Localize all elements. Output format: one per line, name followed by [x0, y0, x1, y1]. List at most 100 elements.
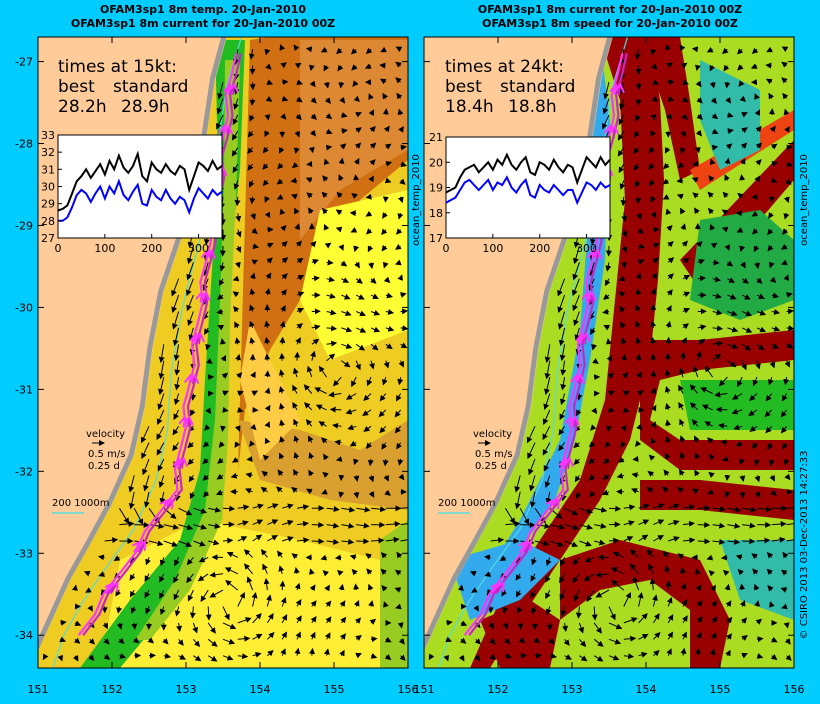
credit-label: © CSIRO 2013 03-Dec-2013 14:27:33 [799, 451, 810, 640]
x-tick-label: 155 [710, 683, 731, 696]
current-vector [193, 394, 194, 400]
inset-y-tick-label: 31 [41, 163, 55, 176]
current-vector [282, 582, 283, 591]
current-vector [771, 459, 772, 465]
current-vector [385, 459, 386, 465]
current-vector [713, 262, 719, 263]
x-tick-label: 152 [102, 683, 123, 696]
inset-x-tick-label: 300 [576, 242, 597, 255]
current-vector [134, 623, 135, 629]
inset-plot-area [58, 135, 222, 238]
inset-y-tick-label: 29 [41, 198, 55, 211]
side-label-right: ocean_temp_2010 [799, 154, 810, 246]
left-col-best: best [58, 77, 95, 97]
current-vector [356, 584, 357, 590]
current-vector [727, 82, 728, 87]
y-tick-label: -29 [15, 219, 33, 232]
left-velocity-speed: 0.5 m/s [88, 449, 125, 460]
y-tick-label: -34 [15, 629, 33, 642]
current-vector [327, 262, 333, 263]
current-vector [742, 175, 743, 180]
x-tick-label: 153 [176, 683, 197, 696]
inset-y-tick-label: 18 [429, 207, 443, 220]
current-vector [787, 311, 793, 312]
current-vector [134, 525, 149, 526]
current-vector [307, 164, 312, 165]
right-velocity-title: velocity [473, 429, 512, 440]
y-tick-label: -32 [15, 465, 33, 478]
left-title-line1: OFAM3sp1 8m temp. 20-Jan-2010 [100, 3, 306, 16]
current-vector [223, 540, 232, 541]
right-velocity-time: 0.25 d [475, 461, 507, 472]
current-vector [341, 82, 342, 87]
inset-y-tick-label: 28 [41, 215, 55, 228]
current-vector [753, 197, 758, 198]
left-title-line2: OFAM3sp1 8m current for 20-Jan-2010 00Z [71, 17, 335, 30]
current-vector [668, 582, 669, 591]
x-tick-label: 151 [414, 683, 435, 696]
current-vector [698, 525, 709, 526]
current-vector [247, 459, 252, 460]
inset-y-tick-label: 33 [41, 129, 55, 142]
current-vector [356, 175, 357, 180]
x-tick-label: 154 [250, 683, 271, 696]
right-title-line1: OFAM3sp1 8m current for 20-Jan-2010 00Z [478, 3, 742, 16]
current-vector [237, 197, 238, 205]
current-vector [623, 197, 624, 205]
current-vector [668, 338, 669, 345]
current-vector [579, 394, 580, 400]
x-tick-label: 156 [784, 683, 805, 696]
y-tick-label: -28 [15, 138, 33, 151]
inset-y-tick-label: 30 [41, 181, 55, 194]
current-vector [367, 197, 372, 198]
x-tick-label: 151 [28, 683, 49, 696]
current-vector [252, 99, 253, 105]
right-col-best: best [445, 77, 482, 97]
right-best-value: 18.4h [445, 97, 494, 117]
x-tick-label: 153 [562, 683, 583, 696]
left-speed-label: times at 15kt: [58, 57, 177, 77]
x-tick-label: 154 [636, 683, 657, 696]
x-tick-label: 155 [324, 683, 345, 696]
inset-y-tick-label: 20 [429, 156, 443, 169]
left-velocity-time: 0.25 d [88, 461, 120, 472]
current-vector [609, 540, 618, 541]
current-vector [608, 426, 609, 431]
inset-x-tick-label: 0 [443, 242, 450, 255]
current-vector [331, 409, 342, 410]
current-vector [356, 541, 368, 542]
current-vector [312, 525, 323, 526]
current-vector [401, 311, 407, 312]
current-vector [520, 525, 535, 526]
inset-y-tick-label: 32 [41, 146, 55, 159]
right-speed-label: times at 24kt: [445, 57, 564, 77]
inset-y-tick-label: 21 [429, 131, 443, 144]
current-vector [772, 109, 773, 115]
inset-x-tick-label: 100 [482, 242, 503, 255]
current-vector [222, 426, 223, 431]
inset-x-tick-label: 200 [529, 242, 550, 255]
current-vector [267, 355, 268, 361]
current-vector [520, 623, 521, 629]
current-vector [653, 355, 654, 361]
current-vector [336, 557, 342, 558]
right-col-standard: standard [500, 77, 575, 97]
left-standard-value: 28.9h [121, 97, 170, 117]
left-best-value: 28.2h [58, 97, 107, 117]
current-vector [668, 354, 669, 361]
current-vector [282, 354, 283, 361]
inset-x-tick-label: 200 [141, 242, 162, 255]
y-tick-label: -27 [15, 56, 33, 69]
current-vector [380, 65, 386, 66]
current-vector [766, 65, 772, 66]
current-vector [698, 541, 710, 542]
current-vector [717, 409, 728, 410]
current-vector [693, 164, 698, 165]
right-isobath-label: 200 1000m [438, 498, 495, 509]
current-vector [722, 557, 728, 558]
current-vector [386, 109, 387, 115]
current-vector [609, 508, 620, 509]
